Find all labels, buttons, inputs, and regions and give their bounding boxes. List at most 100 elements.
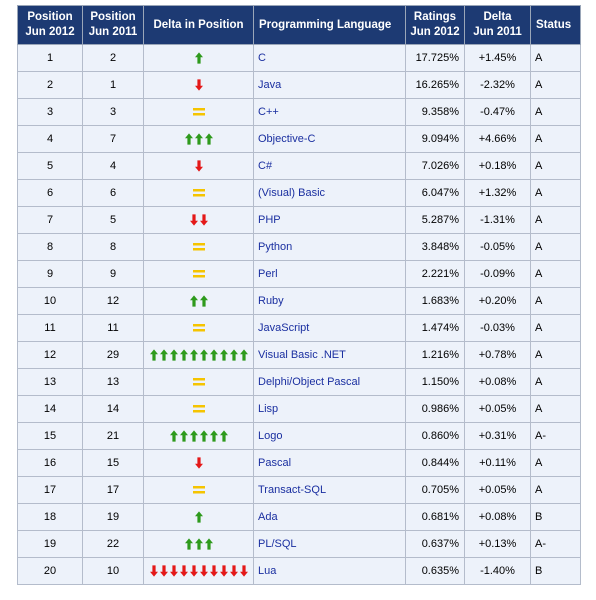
table-row: 11 11 JavaScript 1.474% -0.03% A (17, 314, 581, 342)
language-link[interactable]: Lisp (253, 395, 406, 423)
delta-icons (143, 260, 254, 288)
language-link[interactable]: Visual Basic .NET (253, 341, 406, 369)
position-2011: 15 (82, 449, 144, 477)
delta-icons (143, 206, 254, 234)
delta-icon (192, 486, 205, 494)
language-link[interactable]: Pascal (253, 449, 406, 477)
rating: 1.216% (405, 341, 465, 369)
position-2011: 6 (82, 179, 144, 207)
position-2011: 11 (82, 314, 144, 342)
language-link[interactable]: PL/SQL (253, 530, 406, 558)
rating: 9.094% (405, 125, 465, 153)
position-2012: 1 (17, 44, 83, 72)
delta-icons (143, 422, 254, 450)
status: A (530, 287, 581, 315)
position-2011: 1 (82, 71, 144, 99)
language-link[interactable]: Lua (253, 557, 406, 585)
column-header: Delta in Position (143, 5, 254, 45)
delta-icon (192, 243, 205, 251)
status: B (530, 503, 581, 531)
position-2012: 6 (17, 179, 83, 207)
position-2012: 3 (17, 98, 83, 126)
delta-icon (149, 349, 248, 361)
column-header: Ratings Jun 2012 (405, 5, 465, 45)
position-2012: 11 (17, 314, 83, 342)
rating: 7.026% (405, 152, 465, 180)
ranking-table: Position Jun 2012 Position Jun 2011 Delta … (17, 5, 581, 585)
language-link[interactable]: Ruby (253, 287, 406, 315)
column-header: Status (530, 5, 581, 45)
column-header: Delta Jun 2011 (464, 5, 531, 45)
rating: 16.265% (405, 71, 465, 99)
delta-icon (192, 324, 205, 332)
delta-icon (192, 378, 205, 386)
language-link[interactable]: Delphi/Object Pascal (253, 368, 406, 396)
position-2012: 18 (17, 503, 83, 531)
rating: 17.725% (405, 44, 465, 72)
language-link[interactable]: C++ (253, 98, 406, 126)
delta-icons (143, 476, 254, 504)
rating-delta: +0.18% (464, 152, 531, 180)
language-link[interactable]: Java (253, 71, 406, 99)
table-row: 15 21 Logo 0.860% +0.31% A- (17, 422, 581, 450)
language-link[interactable]: Ada (253, 503, 406, 531)
table-body: 1 2 C 17.725% +1.45% A 2 1 Java 16.265% -2.32% A 3 3 C… (17, 44, 581, 585)
position-2012: 8 (17, 233, 83, 261)
language-link[interactable]: Transact-SQL (253, 476, 406, 504)
delta-icon (189, 214, 208, 226)
language-link[interactable]: Objective-C (253, 125, 406, 153)
position-2011: 21 (82, 422, 144, 450)
language-link[interactable]: Perl (253, 260, 406, 288)
table-row: 10 12 Ruby 1.683% +0.20% A (17, 287, 581, 315)
rating: 0.637% (405, 530, 465, 558)
delta-icons (143, 503, 254, 531)
column-header: Programming Language (253, 5, 406, 45)
delta-icons (143, 179, 254, 207)
position-2012: 19 (17, 530, 83, 558)
language-link[interactable]: C# (253, 152, 406, 180)
rating: 1.683% (405, 287, 465, 315)
status: A (530, 71, 581, 99)
column-header: Position Jun 2012 (17, 5, 83, 45)
header-row: Position Jun 2012 Position Jun 2011 Delta … (17, 5, 581, 45)
rating-delta: +4.66% (464, 125, 531, 153)
table-row: 18 19 Ada 0.681% +0.08% B (17, 503, 581, 531)
position-2012: 14 (17, 395, 83, 423)
status: A (530, 476, 581, 504)
rating-delta: -2.32% (464, 71, 531, 99)
table-row: 2 1 Java 16.265% -2.32% A (17, 71, 581, 99)
rating-delta: -1.40% (464, 557, 531, 585)
language-link[interactable]: C (253, 44, 406, 72)
position-2011: 14 (82, 395, 144, 423)
table-row: 7 5 PHP 5.287% -1.31% A (17, 206, 581, 234)
rating-delta: -0.47% (464, 98, 531, 126)
language-link[interactable]: (Visual) Basic (253, 179, 406, 207)
rating: 0.860% (405, 422, 465, 450)
status: A- (530, 422, 581, 450)
rating-delta: +0.08% (464, 503, 531, 531)
status: A (530, 233, 581, 261)
rating-delta: +0.05% (464, 395, 531, 423)
position-2012: 16 (17, 449, 83, 477)
rating-delta: +0.78% (464, 341, 531, 369)
status: A (530, 449, 581, 477)
delta-icon (194, 160, 203, 172)
status: A (530, 206, 581, 234)
language-link[interactable]: PHP (253, 206, 406, 234)
delta-icons (143, 449, 254, 477)
delta-icon (189, 295, 208, 307)
table-row: 1 2 C 17.725% +1.45% A (17, 44, 581, 72)
position-2011: 2 (82, 44, 144, 72)
position-2011: 22 (82, 530, 144, 558)
language-link[interactable]: Python (253, 233, 406, 261)
delta-icon (194, 52, 203, 64)
language-link[interactable]: JavaScript (253, 314, 406, 342)
delta-icons (143, 368, 254, 396)
language-link[interactable]: Logo (253, 422, 406, 450)
rating-delta: -0.05% (464, 233, 531, 261)
rating: 0.681% (405, 503, 465, 531)
rating-delta: -1.31% (464, 206, 531, 234)
rating-delta: +1.32% (464, 179, 531, 207)
status: A (530, 152, 581, 180)
delta-icons (143, 125, 254, 153)
